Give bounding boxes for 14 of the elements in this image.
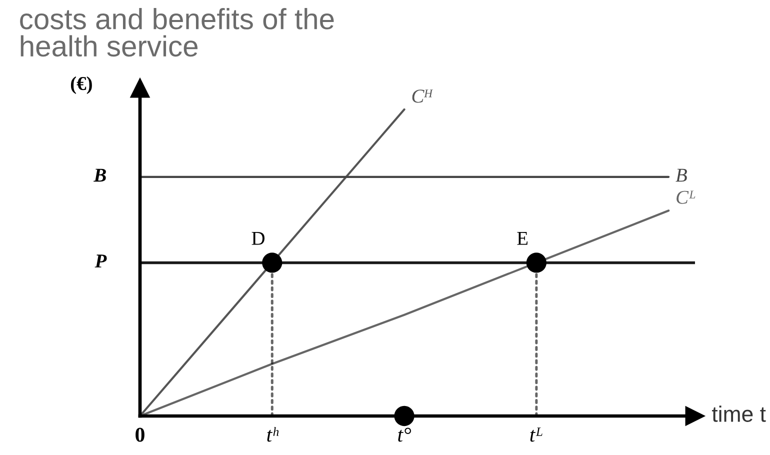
- series-label: Cᴸ: [676, 190, 696, 204]
- x-tick-label: 0: [136, 428, 144, 442]
- x-tick-label: t°: [398, 428, 411, 442]
- x-tick-label: tʰ: [267, 427, 279, 442]
- x-tick-label: tᴸ: [530, 428, 542, 442]
- ref-line-label: P: [94, 254, 107, 268]
- annotation: D: [252, 232, 264, 245]
- y-axis-title: (€): [70, 76, 92, 94]
- chart-title: costs and benefits of the health service: [20, 8, 334, 57]
- annotation: E: [517, 232, 528, 245]
- x-axis-title: time t: [712, 406, 766, 422]
- series-label: Cᴴ: [412, 90, 434, 103]
- series-label: B: [676, 168, 687, 182]
- annotation: B: [94, 168, 106, 182]
